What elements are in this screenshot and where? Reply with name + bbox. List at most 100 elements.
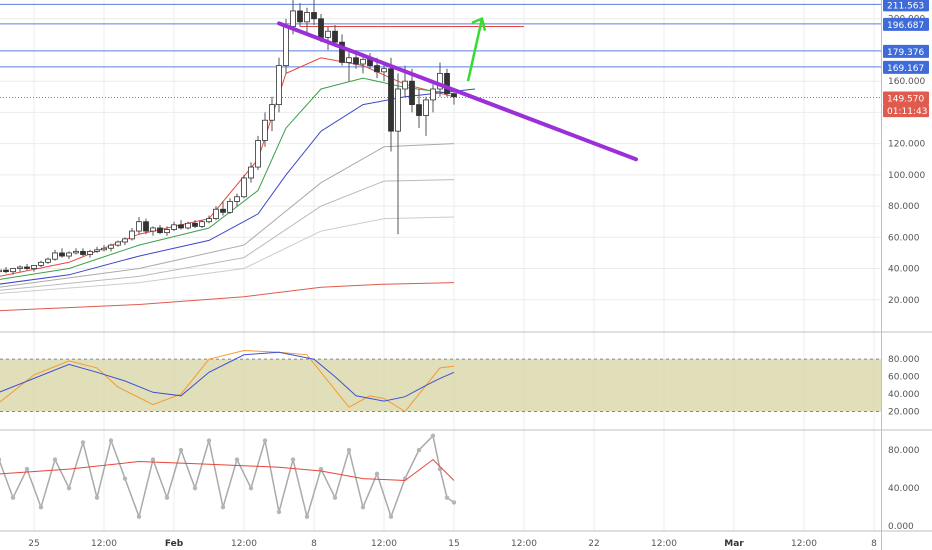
oscillator-point	[346, 447, 352, 453]
candle	[178, 220, 184, 230]
candle	[115, 240, 121, 247]
oscillator-tick-label: 40.000	[888, 484, 920, 494]
candle	[122, 237, 128, 246]
price-tick-label: 80.000	[888, 202, 920, 212]
oscillator-point	[220, 504, 226, 510]
time-tick-label: 15	[448, 539, 459, 549]
oscillator-point	[66, 485, 72, 491]
oscillator-point	[10, 495, 16, 500]
candle-body	[24, 266, 30, 269]
stochastic-tick-label: 80.000	[888, 355, 920, 365]
candle	[248, 162, 254, 183]
candle	[423, 96, 429, 136]
candle-body	[374, 65, 380, 73]
candle	[80, 248, 86, 257]
candle	[101, 245, 107, 252]
price-tag: 01:11:43	[883, 104, 929, 118]
candle	[87, 249, 93, 258]
candle-body	[227, 201, 233, 213]
price-tick-label: 120.000	[888, 140, 925, 150]
price-tag-label: 149.570	[887, 94, 924, 104]
oscillator-point	[94, 495, 100, 500]
candle	[129, 227, 135, 241]
oscillator-point	[150, 457, 156, 462]
candle-body	[143, 221, 149, 232]
oscillator-line	[0, 458, 455, 482]
price-tag: 169.167	[883, 60, 929, 74]
trendline	[277, 21, 638, 162]
candle-body	[94, 249, 100, 252]
price-tag: 211.563	[883, 0, 929, 11]
price-tag-label: 01:11:43	[887, 107, 927, 117]
oscillator-point	[430, 433, 436, 438]
price-tag-box	[883, 17, 929, 31]
candle	[276, 57, 282, 113]
oscillator-point	[416, 447, 422, 453]
candle-body	[171, 224, 177, 230]
oscillator-point	[192, 485, 198, 491]
candle-body	[248, 166, 254, 179]
candle	[234, 193, 240, 207]
time-tick-label: Mar	[724, 539, 744, 549]
envelope-line	[0, 179, 455, 291]
price-tick-label: 40.000	[888, 265, 920, 275]
candle-body	[346, 57, 352, 63]
candle	[416, 88, 422, 129]
candle	[10, 268, 16, 275]
candle	[199, 220, 205, 228]
candle-body	[157, 227, 163, 234]
candle-body	[87, 250, 93, 255]
candle	[269, 96, 275, 132]
candle	[31, 265, 37, 272]
price-tick-label: 60.000	[888, 233, 920, 243]
stochastic-band	[0, 359, 881, 412]
candle-body	[353, 57, 359, 65]
oscillator-point	[122, 476, 128, 481]
candle-body	[290, 10, 296, 27]
time-tick-label: 12:00	[791, 539, 817, 549]
time-tick-label: 12:00	[511, 539, 537, 549]
candle	[437, 62, 443, 97]
candle-body	[423, 99, 429, 116]
candle-body	[416, 104, 422, 116]
oscillator-point	[318, 466, 324, 472]
candle-body	[108, 244, 114, 249]
stochastic-panel: 20.000 40.000 60.000 80.000	[0, 349, 920, 418]
oscillator-point	[178, 447, 184, 453]
oscillator-point	[164, 495, 170, 500]
time-tick-label: 12:00	[651, 539, 677, 549]
candle	[143, 218, 149, 235]
oscillator-point	[206, 438, 212, 443]
candle	[45, 257, 51, 264]
envelope-line	[0, 216, 455, 294]
price-tag-box	[883, 44, 929, 58]
time-tick-label: 12:00	[231, 539, 257, 549]
oscillator-point	[248, 485, 254, 491]
candle	[255, 135, 261, 171]
candle	[444, 68, 450, 97]
price-tag-label: 179.376	[887, 48, 924, 58]
candle	[24, 263, 30, 271]
price-tag-label: 196.687	[887, 21, 924, 31]
candle-body	[0, 269, 2, 273]
candle	[171, 221, 177, 232]
oscillator-point	[304, 514, 310, 519]
candle	[108, 243, 114, 252]
price-tag: 149.570	[883, 91, 929, 105]
candle	[0, 269, 2, 273]
stochastic-tick-label: 20.000	[888, 408, 920, 418]
time-tick-label: 12:00	[91, 539, 117, 549]
price-panel: 20.000 40.000 60.000 80.000 100.000 120.000 14…	[0, 0, 929, 312]
oscillator-point	[0, 457, 2, 462]
candle-body	[360, 58, 366, 65]
candle-body	[52, 252, 58, 260]
time-tick-label: Feb	[165, 539, 184, 549]
candle-body	[192, 222, 198, 227]
candle-body	[206, 218, 212, 223]
candle	[262, 112, 268, 147]
candle-body	[220, 208, 226, 213]
price-tag-label: 211.563	[887, 1, 924, 11]
moving-average-line	[0, 77, 455, 280]
